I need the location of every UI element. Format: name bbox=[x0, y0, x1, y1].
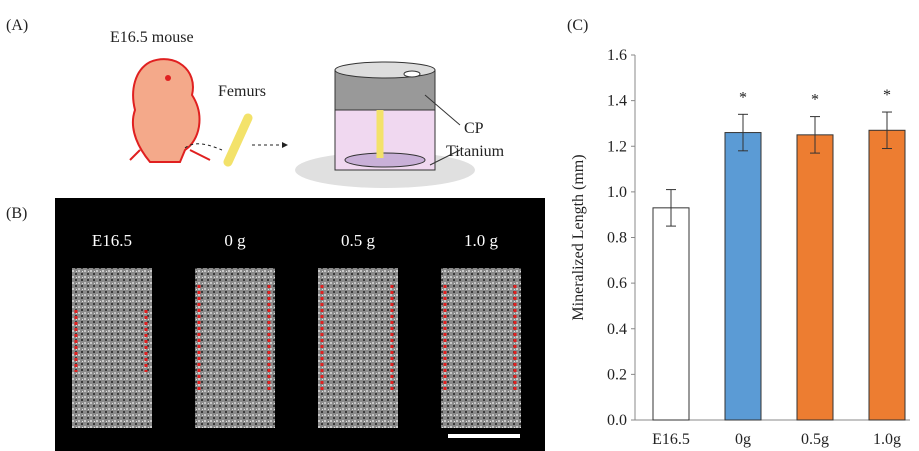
mouse-label: E16.5 mouse bbox=[110, 29, 194, 46]
bar bbox=[868, 129, 906, 421]
panel-label: (C) bbox=[567, 17, 588, 34]
x-tick-label: 0g bbox=[735, 431, 751, 448]
image-label: 1.0 g bbox=[464, 231, 499, 250]
significance-marker: * bbox=[739, 89, 747, 106]
bar bbox=[796, 134, 834, 421]
micro-ct-image bbox=[72, 268, 152, 428]
culture-chamber bbox=[295, 61, 475, 188]
x-tick-label: 1.0g bbox=[873, 431, 901, 448]
x-tick-label: E16.5 bbox=[652, 431, 690, 448]
panel-label: (B) bbox=[6, 205, 27, 222]
micro-ct-image bbox=[195, 268, 275, 428]
y-tick-label: 0.0 bbox=[607, 412, 627, 429]
significance-marker: * bbox=[811, 92, 819, 109]
image-label: E16.5 bbox=[92, 231, 132, 250]
arrow bbox=[184, 143, 223, 151]
bar bbox=[724, 132, 762, 421]
micro-ct-image bbox=[318, 268, 398, 428]
error-bar bbox=[882, 111, 892, 150]
y-tick-label: 0.2 bbox=[607, 366, 627, 383]
bar bbox=[652, 207, 690, 421]
significance-marker: * bbox=[883, 87, 891, 104]
error-bar bbox=[666, 189, 676, 227]
micro-ct-image bbox=[441, 268, 521, 428]
femurs-label: Femurs bbox=[218, 83, 266, 100]
image-label: 0.5 g bbox=[341, 231, 376, 250]
y-tick-label: 1.4 bbox=[607, 93, 627, 110]
mouse-drawing bbox=[129, 58, 211, 163]
cp-label: CP bbox=[464, 120, 484, 137]
titanium-label: Titanium bbox=[446, 143, 505, 160]
y-tick-label: 0.8 bbox=[607, 230, 627, 247]
error-bar bbox=[810, 116, 820, 154]
y-tick-label: 1.6 bbox=[607, 47, 627, 64]
y-tick-label: 1.0 bbox=[607, 184, 627, 201]
y-tick-label: 0.6 bbox=[607, 275, 627, 292]
arrowhead bbox=[282, 142, 288, 148]
image-label: 0 g bbox=[224, 231, 246, 250]
bone bbox=[223, 113, 253, 167]
x-tick-label: 0.5g bbox=[801, 431, 829, 448]
y-tick-label: 0.4 bbox=[607, 321, 627, 338]
error-bar bbox=[738, 113, 748, 152]
y-axis-title: Mineralized Length (mm) bbox=[570, 154, 587, 320]
y-tick-label: 1.2 bbox=[607, 138, 627, 155]
panel-label: (A) bbox=[6, 17, 28, 34]
